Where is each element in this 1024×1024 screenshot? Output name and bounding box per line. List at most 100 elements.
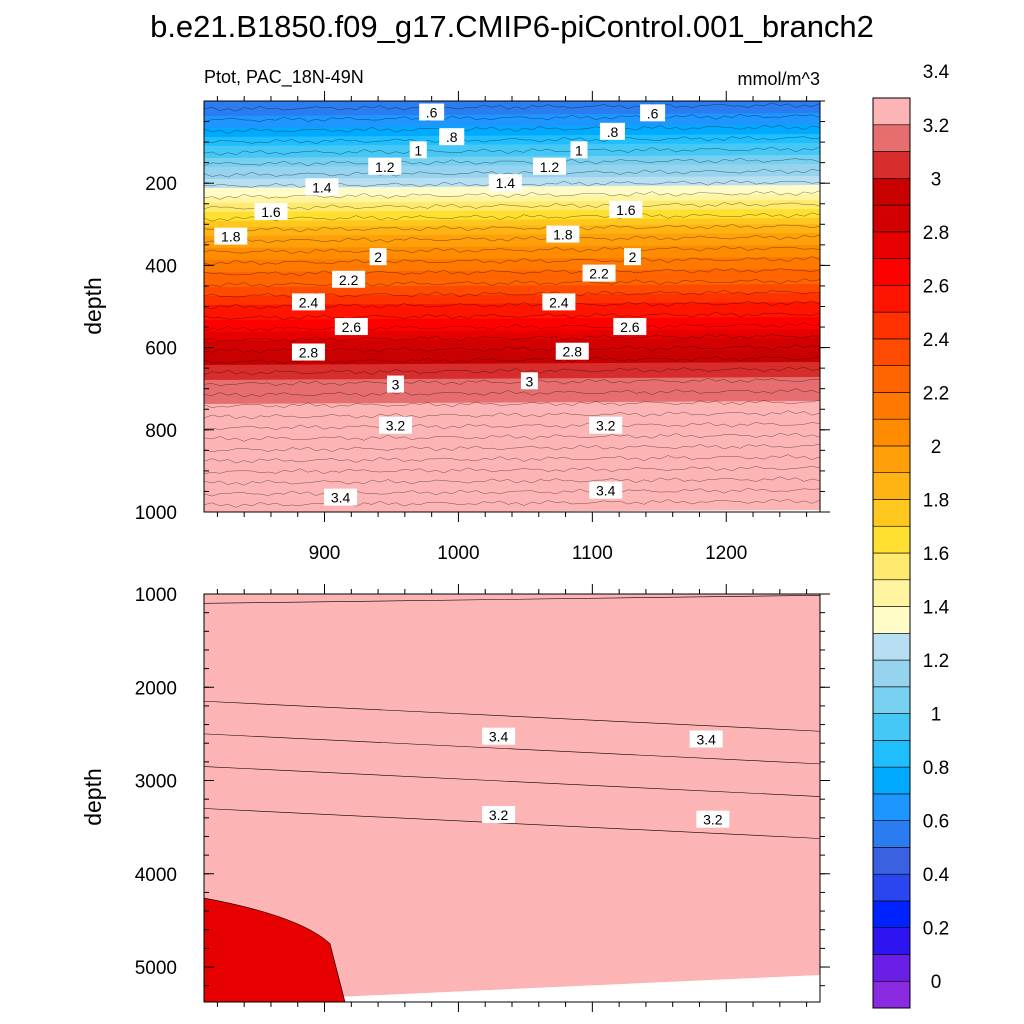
colorbar-swatch (872, 392, 911, 420)
contour-label-box (613, 318, 647, 336)
contour-label-box (689, 730, 723, 748)
contour-line (204, 256, 820, 266)
contour-label-box (369, 248, 387, 266)
colorbar-swatch (872, 740, 911, 768)
colorbar-swatch (872, 338, 911, 366)
contour-label: 2 (624, 248, 642, 266)
contour-label-text: .6 (647, 105, 659, 121)
contour-label-box (696, 810, 730, 828)
contour-label: 3.2 (589, 416, 623, 434)
colorbar-swatch (872, 793, 911, 821)
contour-label: 1.2 (532, 157, 566, 175)
contour-label-text: 3.4 (331, 490, 351, 506)
contour-label-text: 3.2 (386, 418, 406, 434)
colorbar-swatch (872, 151, 911, 179)
contour-line (204, 700, 820, 732)
contour-line (204, 454, 820, 464)
colorbar-swatch (872, 552, 911, 581)
contour-label-text: 3.2 (489, 807, 509, 823)
colorbar-swatch (872, 258, 911, 286)
colorbar-swatch (872, 980, 911, 1009)
contour-label: 1 (570, 141, 588, 159)
x-tick-label: 1200 (705, 543, 747, 564)
contour-label: 1.2 (368, 157, 402, 175)
contour-label: 2.4 (291, 293, 325, 311)
colorbar-swatch (872, 472, 911, 500)
contour-line (204, 157, 820, 167)
contour-line (204, 113, 820, 123)
contour-label: 1 (409, 141, 427, 159)
y-tick-label: 400 (145, 256, 177, 277)
contour-label-box (334, 318, 368, 336)
colorbar-swatch (872, 525, 911, 554)
contour-label-box (624, 248, 642, 266)
contour-line (204, 202, 820, 211)
contour-label-box (520, 372, 538, 390)
x-tick-label: 900 (309, 543, 341, 564)
colorbar-swatch (872, 311, 911, 340)
contour-label-box (291, 293, 325, 311)
contour-label-text: 3 (526, 373, 534, 389)
bottom-y-axis-label: depth (80, 768, 106, 826)
contour-label-text: 1.8 (221, 229, 241, 245)
contour-line (204, 733, 820, 765)
contour-label-text: 1.4 (312, 179, 332, 195)
contour-label-box (555, 342, 589, 360)
contour-label: 2.8 (555, 342, 589, 360)
colorbar-swatch (872, 713, 911, 741)
top-y-axis-label: depth (80, 277, 106, 335)
colorbar-label: 0 (931, 972, 942, 993)
x-tick-label: 1100 (572, 543, 613, 564)
contour-label-text: 2.2 (589, 266, 609, 282)
contour-label-text: .6 (426, 105, 438, 121)
colorbar-swatch (872, 820, 911, 848)
y-tick-label: 200 (145, 174, 177, 195)
contour-line (204, 808, 820, 839)
contour-label-box (305, 178, 339, 196)
contour-label-box (378, 416, 412, 434)
colorbar-label: 1 (931, 705, 942, 726)
contour-label: .6 (419, 103, 445, 121)
colorbar-label: 1.4 (923, 598, 950, 619)
colorbar-swatch (872, 873, 911, 902)
contour-label-text: 2.8 (299, 345, 319, 361)
contour-label-text: 2.8 (563, 344, 583, 360)
contour-label: 3.4 (689, 730, 723, 748)
chart-title: b.e21.B1850.f09_g17.CMIP6-piControl.001_… (150, 9, 874, 44)
contour-line (204, 311, 820, 320)
contour-line (204, 334, 820, 342)
colorbar-swatch (872, 632, 911, 661)
contour-line (204, 355, 820, 365)
contour-line (204, 377, 820, 386)
contour-label-box (409, 141, 427, 159)
contour-line (204, 432, 820, 442)
colorbar-label: 3 (931, 169, 942, 190)
contour-label: 3.2 (482, 806, 516, 824)
colorbar-swatch (872, 231, 911, 259)
contour-label: .6 (640, 104, 666, 122)
colorbar-label: 2.4 (923, 330, 950, 351)
contour-label-text: 1.4 (496, 175, 516, 191)
contour-line (204, 268, 820, 277)
contour-label: 3.4 (324, 488, 358, 506)
contour-line (204, 245, 820, 254)
colorbar-label: 2.8 (923, 223, 949, 244)
contour-label-text: 2 (374, 249, 382, 265)
contour-line (204, 498, 820, 508)
contour-label: .8 (439, 128, 465, 146)
contour-fill (204, 594, 820, 1002)
colorbar-label: 2.6 (923, 276, 949, 297)
colorbar-swatch (872, 927, 911, 955)
contour-label-box (589, 416, 623, 434)
contour-line (204, 595, 820, 604)
colorbar-swatch (872, 606, 911, 634)
contour-label: 2.4 (542, 293, 576, 311)
contour-label: 1.6 (609, 200, 643, 218)
colorbar-label: 3.2 (923, 116, 949, 137)
colorbar-label: 0.4 (923, 865, 950, 886)
contour-label-text: .8 (607, 124, 619, 140)
colorbar-swatch (872, 686, 911, 714)
colorbar-swatch (872, 847, 911, 875)
contour-label: 1.4 (488, 174, 522, 192)
contour-label-text: .8 (446, 129, 458, 145)
